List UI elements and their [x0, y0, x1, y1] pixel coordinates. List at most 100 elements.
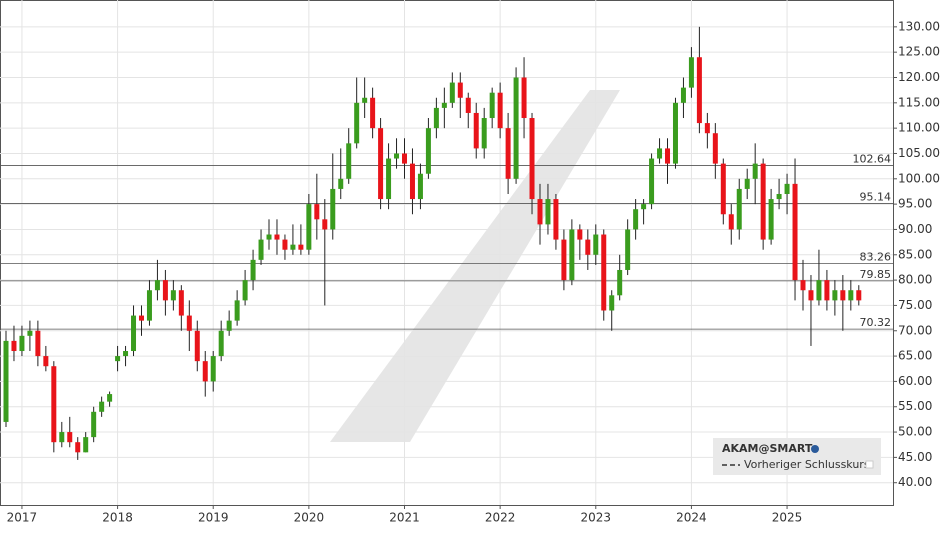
candle-body [282, 239, 288, 250]
y-tick-label: 40.00 [898, 475, 932, 489]
y-tick-label: 75.00 [898, 298, 932, 312]
candle-body [441, 102, 447, 108]
candle-body [202, 361, 208, 382]
candle-body [417, 173, 423, 200]
candle-body [218, 330, 224, 357]
legend [713, 438, 881, 475]
reference-label: 95.14 [860, 190, 892, 203]
candle-body [529, 118, 535, 200]
candle-body [569, 229, 575, 281]
candle-body [521, 77, 527, 119]
y-tick-label: 110.00 [898, 121, 940, 135]
candle-body [641, 204, 647, 210]
candle-body [593, 234, 599, 255]
reference-label: 79.85 [860, 268, 892, 281]
candle-body [433, 107, 439, 129]
candle-body [481, 118, 487, 149]
candle-body [665, 148, 671, 164]
x-tick-label: 2019 [198, 511, 229, 525]
x-tick-label: 2018 [102, 511, 133, 525]
candle-body [752, 163, 758, 179]
y-tick-label: 100.00 [898, 171, 940, 185]
candle-body [728, 214, 734, 230]
candle-body [258, 239, 264, 260]
candle-body [290, 244, 296, 250]
y-tick-label: 105.00 [898, 146, 940, 160]
x-tick-label: 2023 [581, 511, 612, 525]
candle-body [449, 82, 455, 103]
candle-body [657, 148, 663, 159]
candle-body [457, 82, 463, 98]
candle-body [3, 340, 9, 422]
candle-body [378, 128, 384, 200]
candle-body [250, 259, 256, 281]
candle-body [162, 280, 168, 301]
candle-body [497, 92, 503, 129]
candle-body [298, 244, 304, 250]
candle-body [91, 411, 97, 438]
candle-body [370, 97, 376, 129]
candle-body [425, 128, 431, 174]
candle-body [513, 77, 519, 179]
y-tick-label: 85.00 [898, 247, 932, 261]
candle-body [792, 183, 798, 281]
candle-body [186, 315, 192, 331]
y-tick-label: 80.00 [898, 273, 932, 287]
legend-box [865, 460, 874, 469]
candle-body [824, 280, 830, 301]
reference-label: 83.26 [860, 251, 892, 264]
candle-body [330, 188, 336, 230]
candle-body [146, 290, 152, 321]
candle-body [832, 290, 838, 301]
reference-label: 102.64 [853, 152, 892, 165]
candle-body [808, 290, 814, 301]
x-tick-label: 2025 [772, 511, 803, 525]
y-tick-label: 65.00 [898, 349, 932, 363]
y-tick-label: 45.00 [898, 450, 932, 464]
candle-body [394, 153, 400, 159]
candle-body [242, 280, 248, 301]
x-tick-label: 2024 [676, 511, 707, 525]
x-tick-label: 2021 [389, 511, 420, 525]
candle-body [848, 290, 854, 301]
plot-border [0, 0, 894, 506]
candle-body [704, 123, 710, 134]
y-tick-label: 120.00 [898, 70, 940, 84]
candle-body [537, 199, 543, 225]
y-tick-label: 50.00 [898, 425, 932, 439]
candle-body [760, 163, 766, 240]
candle-body [744, 178, 750, 189]
candle-body [585, 239, 591, 255]
candle-body [67, 432, 73, 443]
candle-body [138, 315, 144, 321]
candle-body [322, 219, 328, 230]
candle-body [720, 163, 726, 215]
candle-body [577, 229, 583, 240]
candle-body [306, 204, 312, 250]
legend-series: AKAM@SMART [722, 442, 813, 455]
candle-body [362, 97, 368, 103]
legend-icon [811, 445, 819, 453]
candle-body [386, 158, 392, 200]
candle-body [35, 330, 41, 357]
candle-body [856, 290, 862, 301]
candle-body [266, 234, 272, 240]
candle-body [274, 234, 280, 240]
candle-body [170, 290, 176, 301]
candle-body [107, 394, 113, 402]
y-tick-label: 130.00 [898, 19, 940, 33]
y-tick-label: 95.00 [898, 197, 932, 211]
legend-reference: Vorheriger Schlusskurs [744, 458, 870, 471]
y-tick-label: 60.00 [898, 374, 932, 388]
candle-body [43, 356, 49, 367]
candle-body [609, 295, 615, 311]
candle-body [816, 280, 822, 301]
candle-body [625, 229, 631, 270]
candle-body [75, 442, 81, 453]
candle-body [712, 133, 718, 164]
candle-body [633, 209, 639, 230]
candle-body [154, 280, 160, 291]
candle-body [473, 112, 479, 149]
candle-body [115, 356, 121, 362]
